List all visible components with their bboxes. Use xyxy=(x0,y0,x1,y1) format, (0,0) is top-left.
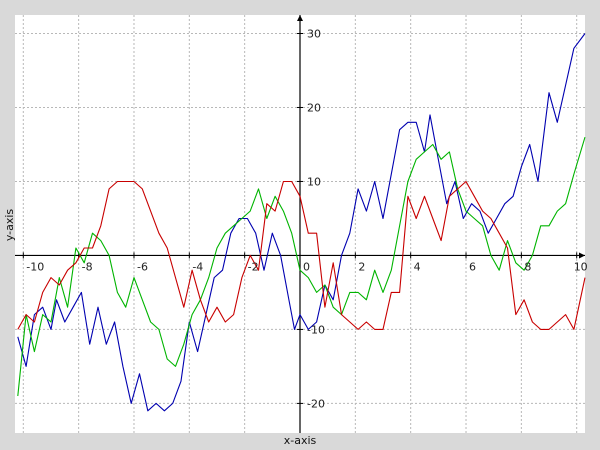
series-line-1 xyxy=(17,33,586,412)
axes xyxy=(15,15,585,433)
data-series xyxy=(17,33,586,412)
y-tick-label: -20 xyxy=(307,397,325,410)
x-axis-label: x-axis xyxy=(284,434,317,447)
x-tick-label: 0 xyxy=(303,260,310,273)
series-line-3 xyxy=(17,180,586,330)
y-tick-label: 20 xyxy=(307,101,321,114)
x-tick-label: -6 xyxy=(137,260,148,273)
x-tick-label: 6 xyxy=(469,260,476,273)
y-tick-label: 30 xyxy=(307,27,321,40)
x-tick-label: -8 xyxy=(82,260,93,273)
x-tick-label: 10 xyxy=(574,260,588,273)
x-tick-label: -2 xyxy=(248,260,259,273)
y-tick-label: 10 xyxy=(307,175,321,188)
x-axis-arrow xyxy=(579,252,585,259)
x-tick-label: 2 xyxy=(358,260,365,273)
y-axis-arrow xyxy=(297,15,303,21)
y-tick-label: -10 xyxy=(307,323,325,336)
x-tick-label: -4 xyxy=(192,260,203,273)
x-tick-label: -10 xyxy=(26,260,44,273)
x-tick-label: 4 xyxy=(414,260,421,273)
y-axis-label: y-axis xyxy=(3,209,16,242)
x-tick-label: 8 xyxy=(524,260,531,273)
series-line-2 xyxy=(17,136,586,397)
